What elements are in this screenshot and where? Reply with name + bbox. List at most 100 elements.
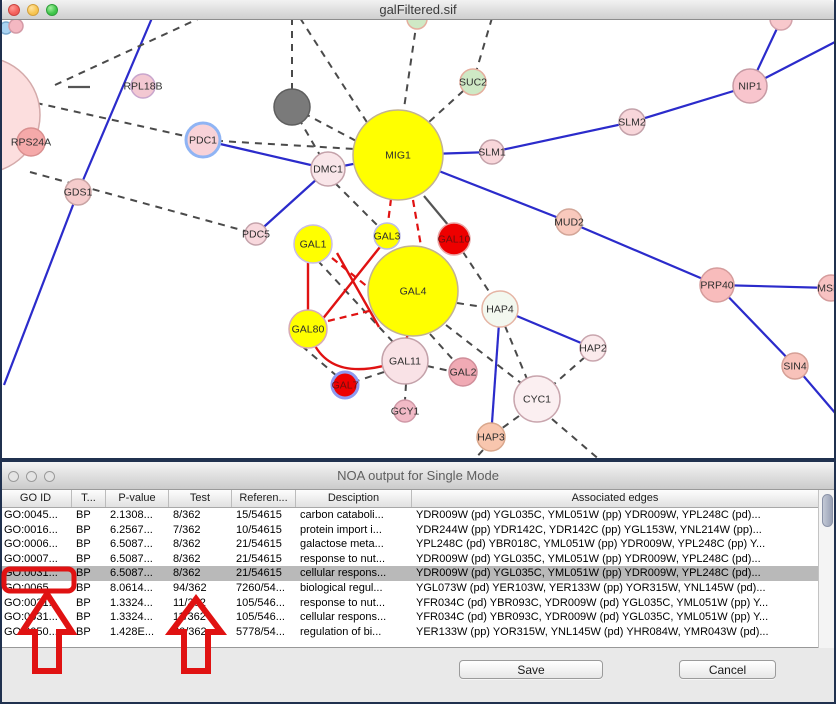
network-node-MSL1[interactable] bbox=[817, 274, 836, 302]
network-node-PRP40[interactable] bbox=[699, 267, 735, 303]
close-button[interactable] bbox=[8, 471, 19, 482]
network-edge bbox=[716, 284, 796, 367]
network-node-GCY1[interactable] bbox=[393, 399, 417, 423]
network-edge bbox=[301, 345, 339, 378]
network-node-SLM2[interactable] bbox=[618, 108, 646, 136]
network-node-RPL18B[interactable] bbox=[130, 73, 156, 99]
table-cell: 7260/54... bbox=[236, 581, 285, 594]
network-node[interactable] bbox=[273, 88, 311, 126]
table-row[interactable]: GO:0031... BP 6.5087... 8/362 21/54615 cellul… bbox=[0, 566, 818, 581]
table-row[interactable]: GO:0050... BP 1.428E... 80/362 5778/54... reg… bbox=[0, 624, 818, 640]
network-node-CYC1[interactable] bbox=[513, 375, 561, 423]
network-node-GAL2[interactable] bbox=[448, 357, 478, 387]
network-node-PDC1[interactable] bbox=[184, 121, 222, 159]
network-edge bbox=[456, 302, 484, 308]
table-cell: GO:0006... bbox=[4, 538, 58, 551]
window-title: galFiltered.sif bbox=[379, 2, 457, 17]
node-label: PDC5 bbox=[242, 229, 270, 241]
scrollbar-thumb[interactable] bbox=[822, 494, 833, 527]
zoom-button[interactable] bbox=[46, 4, 58, 16]
column-header[interactable]: GO ID bbox=[0, 490, 72, 507]
column-header[interactable]: Referen... bbox=[232, 490, 296, 507]
network-edge bbox=[551, 418, 602, 462]
network-edge bbox=[568, 220, 718, 287]
table-row[interactable]: GO:0007... BP 6.5087... 8/362 21/54615 respon… bbox=[0, 551, 818, 567]
table-cell: 8/362 bbox=[173, 552, 201, 565]
network-node-HAP4[interactable] bbox=[481, 290, 519, 328]
network-edge bbox=[716, 283, 832, 290]
column-header[interactable]: Associated edges bbox=[571, 492, 659, 504]
column-header[interactable]: P-value bbox=[106, 490, 169, 507]
close-button[interactable] bbox=[8, 4, 20, 16]
network-node-DMC1[interactable] bbox=[310, 151, 346, 187]
network-edge bbox=[411, 199, 423, 247]
network-node-GAL4[interactable] bbox=[367, 245, 459, 337]
table-cell: 94/362 bbox=[173, 581, 207, 594]
network-edge bbox=[202, 138, 329, 171]
zoom-button[interactable] bbox=[44, 471, 55, 482]
network-node-HAP2[interactable] bbox=[579, 334, 607, 362]
network-node-MUD2[interactable] bbox=[555, 208, 583, 236]
table-cell: response to nut... bbox=[300, 552, 385, 565]
cancel-button[interactable]: Cancel bbox=[679, 660, 776, 679]
network-node-RPS24A[interactable] bbox=[16, 127, 46, 157]
table-cell: 8/362 bbox=[173, 538, 201, 551]
table-cell: GO:0031... bbox=[4, 611, 58, 624]
table-cell: BP bbox=[76, 625, 91, 638]
table-cell: 21/54615 bbox=[236, 567, 282, 580]
node-label: SLM2 bbox=[618, 117, 646, 129]
network-node-SLM1[interactable] bbox=[479, 139, 505, 165]
network-node-GAL3[interactable] bbox=[373, 222, 401, 250]
table-cell: 105/546... bbox=[236, 596, 285, 609]
table-row[interactable]: GO:0045... BP 2.1308... 8/362 15/54615 carbon… bbox=[0, 508, 818, 523]
network-edge bbox=[318, 261, 394, 343]
network-node-GAL1[interactable] bbox=[293, 224, 333, 264]
network-node-GAL80[interactable] bbox=[288, 309, 328, 349]
network-node-GAL10[interactable] bbox=[437, 222, 471, 256]
save-button[interactable]: Save bbox=[459, 660, 603, 679]
table-header: GO ID T... P-value Test Referen... Desciption… bbox=[0, 490, 818, 508]
vertical-scrollbar[interactable] bbox=[818, 490, 836, 648]
minimize-button[interactable] bbox=[27, 4, 39, 16]
table-cell: YDR009W (pd) YGL035C, YML051W (pp) YDR00… bbox=[416, 509, 761, 521]
node-label: CYC1 bbox=[523, 394, 551, 406]
table-cell: cellular respons... bbox=[300, 611, 387, 624]
table-body: GO:0045... BP 2.1308... 8/362 15/54615 carbon… bbox=[0, 508, 818, 640]
results-table: GO ID T... P-value Test Referen... Desciption… bbox=[0, 490, 818, 648]
network-graph: RPL18B RPS24A GDS1 PDC1 DMC1 MIG1 SLM1 SUC2 NIP1… bbox=[0, 7, 836, 462]
node-label: MUD2 bbox=[554, 217, 584, 229]
column-header[interactable]: T... bbox=[72, 490, 106, 507]
network-node[interactable] bbox=[8, 18, 24, 34]
table-cell: 6.2567... bbox=[110, 523, 153, 536]
table-cell: YDR244W (pp) YDR142C, YDR142C (pp) YGL15… bbox=[416, 523, 762, 536]
network-node-GAL11[interactable] bbox=[381, 337, 429, 385]
minimize-button[interactable] bbox=[26, 471, 37, 482]
network-edge bbox=[404, 383, 407, 401]
network-view[interactable]: RPL18B RPS24A GDS1 PDC1 DMC1 MIG1 SLM1 SUC2 NIP1… bbox=[0, 0, 836, 462]
noa-window-title: NOA output for Single Mode bbox=[337, 468, 499, 483]
table-cell: protein import i... bbox=[300, 523, 382, 536]
network-node-SIN4[interactable] bbox=[781, 352, 809, 380]
table-cell: 8/362 bbox=[173, 567, 201, 580]
node-label: GAL1 bbox=[300, 239, 327, 251]
node-label: GAL2 bbox=[450, 367, 477, 379]
column-header[interactable]: Desciption bbox=[296, 490, 412, 507]
network-node-GAL7[interactable] bbox=[330, 370, 360, 400]
table-row[interactable]: GO:0065... BP 8.0614... 94/362 7260/54... bio… bbox=[0, 580, 818, 596]
frame-left bbox=[0, 0, 2, 704]
table-cell: 11/362 bbox=[173, 611, 206, 624]
table-row[interactable]: GO:0006... BP 6.5087... 8/362 21/54615 galact… bbox=[0, 537, 818, 552]
table-row[interactable]: GO:0016... BP 6.2567... 7/362 10/54615 protei… bbox=[0, 522, 818, 538]
table-row[interactable]: GO:0031... BP 1.3324... 11/362 105/546... res… bbox=[0, 595, 818, 611]
network-node-SUC2[interactable] bbox=[459, 68, 487, 96]
table-cell: 6.5087... bbox=[110, 538, 153, 551]
table-row[interactable]: GO:0031... BP 1.3324... 11/362 105/546... cel… bbox=[0, 610, 818, 625]
table-cell: BP bbox=[76, 552, 91, 565]
network-node-NIP1[interactable] bbox=[732, 68, 768, 104]
network-node-PDC5[interactable] bbox=[244, 222, 268, 246]
table-cell: BP bbox=[76, 523, 91, 536]
column-header[interactable]: Test bbox=[169, 490, 232, 507]
network-node-MIG1[interactable] bbox=[352, 109, 444, 201]
network-node-GDS1[interactable] bbox=[64, 178, 92, 206]
network-node-HAP3[interactable] bbox=[476, 422, 506, 452]
